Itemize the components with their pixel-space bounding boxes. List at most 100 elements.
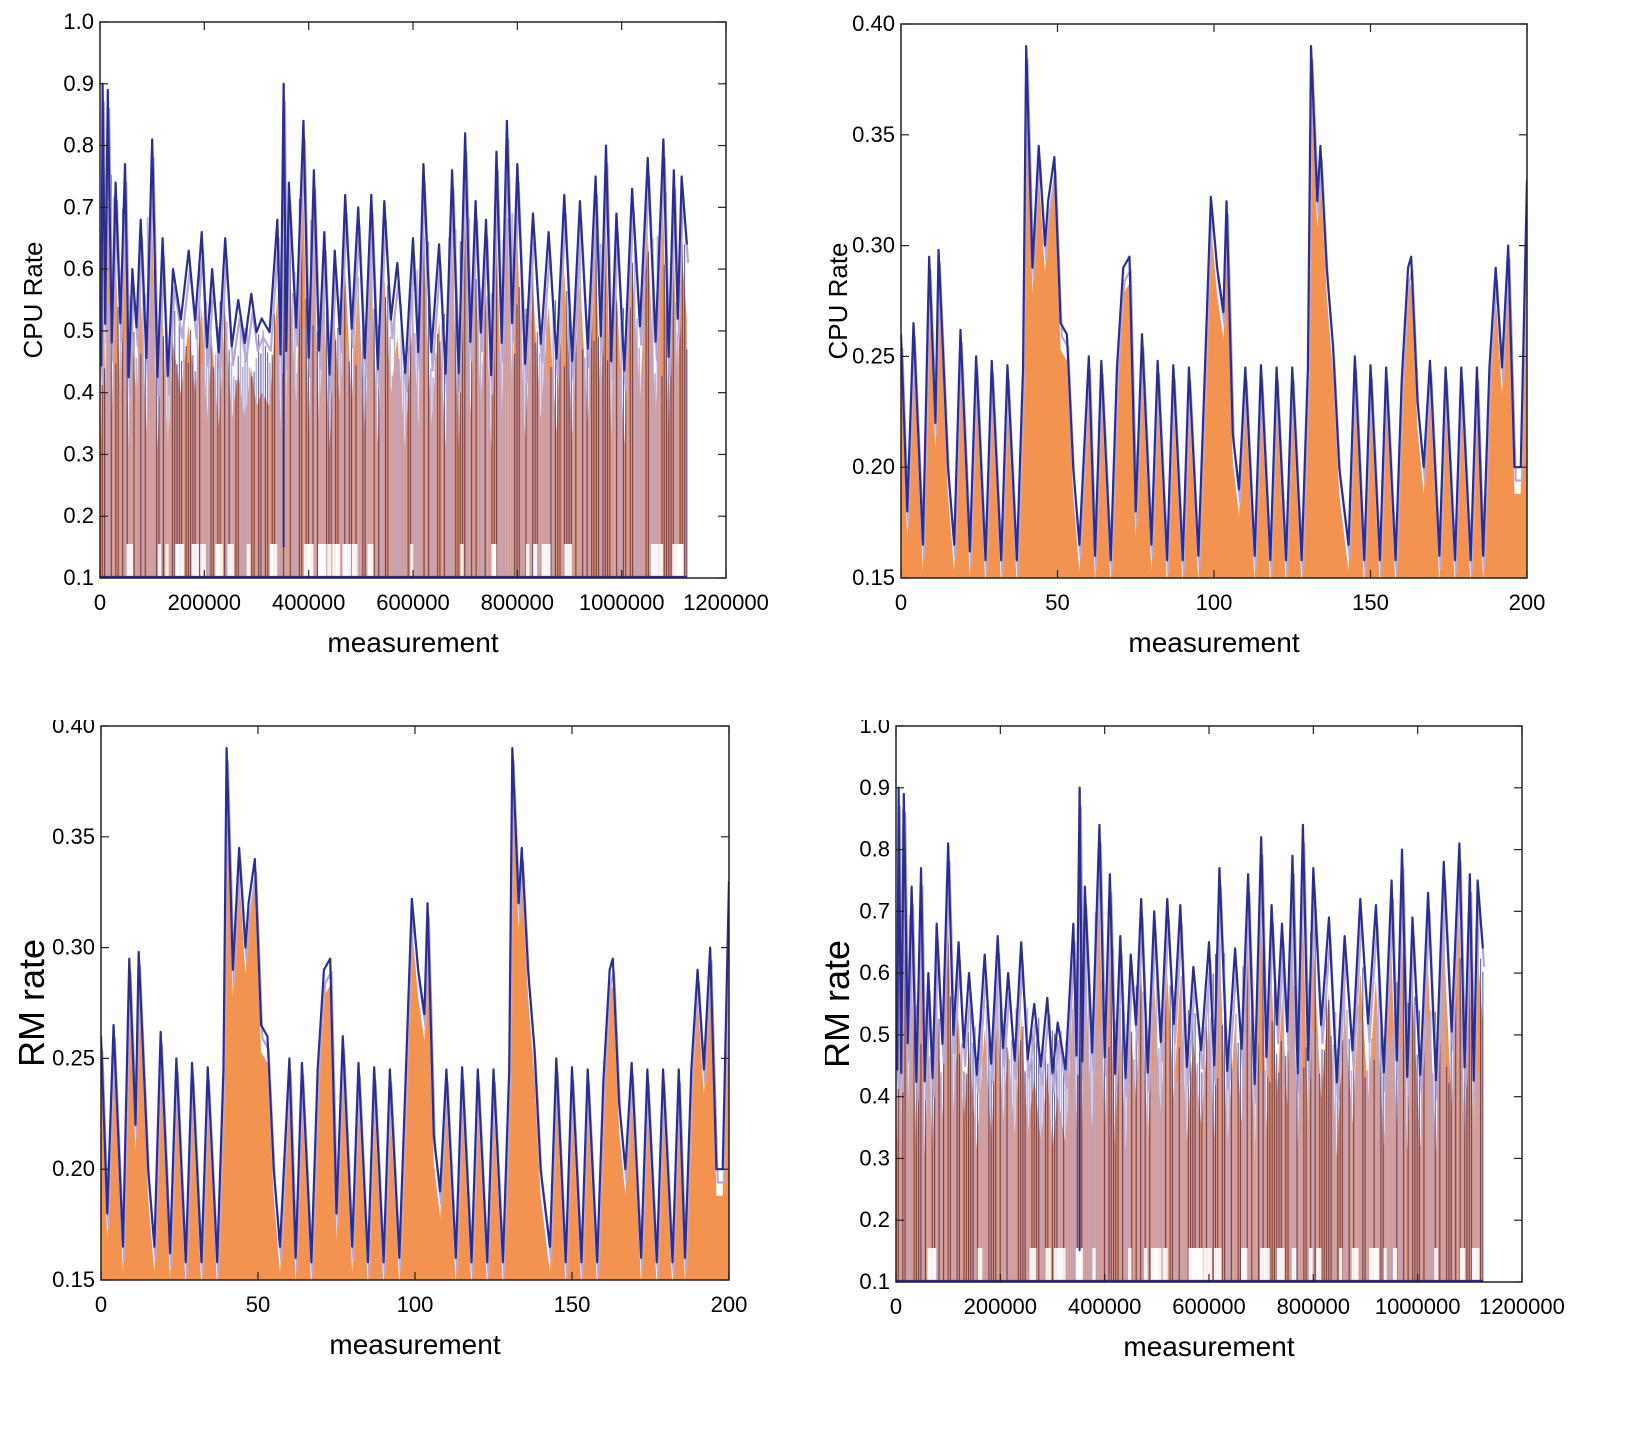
y-tick-label: 0.20 xyxy=(852,454,895,479)
plot-area xyxy=(896,786,1486,1282)
x-tick-label: 800000 xyxy=(1277,1294,1350,1319)
y-tick-label: 0.6 xyxy=(63,256,94,281)
x-tick-label: 100 xyxy=(397,1292,434,1317)
y-tick-label: 0.25 xyxy=(52,1045,95,1070)
gap-mark xyxy=(165,544,169,578)
x-tick-label: 0 xyxy=(95,1292,107,1317)
x-tick-label: 200000 xyxy=(168,590,241,615)
y-tick-label: 0.1 xyxy=(63,565,94,590)
gap-mark xyxy=(1154,1248,1162,1282)
x-tick-label: 1200000 xyxy=(683,590,769,615)
gap-mark xyxy=(927,1248,935,1282)
gap-mark xyxy=(677,544,684,578)
gap-mark xyxy=(541,544,548,578)
gap-mark xyxy=(1260,1248,1266,1282)
gap-mark xyxy=(303,544,310,578)
chart-svg: 0.15 0.20 0.25 0.30 0.35 0.40 0 50 100 150 200 meas… xyxy=(11,720,747,1360)
gap-mark xyxy=(1058,1248,1066,1282)
gap-mark xyxy=(1392,1248,1398,1282)
chart-panel-rm-short: 0.15 0.20 0.25 0.30 0.35 0.40 0 50 100 150 200 meas… xyxy=(0,720,825,1440)
x-tick-label: 0 xyxy=(890,1294,902,1319)
x-tick-label: 0 xyxy=(94,590,106,615)
gap-mark xyxy=(547,544,551,578)
y-tick-label: 0.25 xyxy=(852,343,895,368)
gap-mark xyxy=(1351,1248,1359,1282)
y-tick-label: 0.3 xyxy=(859,1145,890,1170)
series-filled-area xyxy=(101,774,729,1280)
y-tick-label: 0.8 xyxy=(859,837,890,862)
gap-mark xyxy=(1045,1248,1052,1282)
gap-mark xyxy=(492,544,496,578)
x-axis-label: measurement xyxy=(1123,1331,1294,1362)
y-tick-label: 0.15 xyxy=(852,565,895,590)
x-tick-label: 400000 xyxy=(1068,1294,1141,1319)
x-tick-label: 150 xyxy=(1352,590,1389,615)
gap-mark xyxy=(351,544,358,578)
y-axis-label: RM rate xyxy=(11,939,52,1067)
y-tick-label: 0.3 xyxy=(63,441,94,466)
y-tick-label: 0.30 xyxy=(52,935,95,960)
y-tick-label: 0.35 xyxy=(852,122,895,147)
gap-mark xyxy=(180,544,185,578)
y-tick-label: 0.5 xyxy=(63,318,94,343)
spike-group xyxy=(896,809,1484,1282)
gap-mark xyxy=(1053,1248,1060,1282)
y-tick-label: 0.20 xyxy=(52,1156,95,1181)
gap-mark xyxy=(410,544,414,578)
gap-mark xyxy=(650,544,659,578)
x-tick-label: 0 xyxy=(895,590,907,615)
gap-mark xyxy=(672,544,680,578)
x-axis-label: measurement xyxy=(327,627,498,658)
y-axis-label: CPU Rate xyxy=(825,242,853,359)
plot-area xyxy=(901,45,1527,578)
x-tick-label: 800000 xyxy=(481,590,554,615)
x-tick-label: 200 xyxy=(1509,590,1546,615)
x-tick-label: 400000 xyxy=(272,590,345,615)
gap-mark xyxy=(1195,1248,1203,1282)
series-filled-area xyxy=(901,72,1527,578)
gap-mark xyxy=(1213,1248,1222,1282)
gap-mark xyxy=(1434,1248,1438,1282)
y-tick-label: 0.7 xyxy=(859,898,890,923)
x-tick-label: 100 xyxy=(1196,590,1233,615)
gap-mark xyxy=(1471,1248,1480,1282)
gap-mark xyxy=(200,544,206,578)
gap-mark xyxy=(1309,1248,1313,1282)
gap-mark xyxy=(344,544,352,578)
gap-mark xyxy=(332,544,338,578)
gap-mark xyxy=(1092,1248,1096,1282)
x-axis-label: measurement xyxy=(1128,627,1299,658)
gap-mark xyxy=(564,544,572,578)
y-tick-label: 0.35 xyxy=(52,824,95,849)
y-axis-label: CPU Rate xyxy=(18,241,48,358)
y-tick-label: 0.1 xyxy=(859,1269,890,1294)
x-tick-label: 1000000 xyxy=(1375,1294,1461,1319)
chart-panel-cpu-long: 0.1 0.2 0.3 0.4 0.5 0.6 0.7 0.8 0.9 1.0 0 200000 400… xyxy=(0,0,825,720)
gap-mark xyxy=(270,544,278,578)
chart-svg: 0.1 0.2 0.3 0.4 0.5 0.6 0.7 0.8 0.9 1.0 0 200000 400… xyxy=(825,720,1565,1362)
chart-panel-rm-long: 0.1 0.2 0.3 0.4 0.5 0.6 0.7 0.8 0.9 1.0 0 200000 400… xyxy=(825,720,1650,1440)
gap-mark xyxy=(533,544,537,578)
gap-mark xyxy=(1316,1248,1322,1282)
gap-mark xyxy=(367,544,374,578)
gap-mark xyxy=(1207,1248,1212,1282)
gap-mark xyxy=(1075,1248,1082,1282)
x-tick-label: 150 xyxy=(554,1292,591,1317)
chart-svg: 0.1 0.2 0.3 0.4 0.5 0.6 0.7 0.8 0.9 1.0 0 200000 400… xyxy=(18,9,769,658)
gap-mark xyxy=(1291,1248,1297,1282)
gap-mark xyxy=(932,1248,937,1282)
x-tick-label: 50 xyxy=(1045,590,1069,615)
gap-mark xyxy=(1192,1248,1196,1282)
gap-mark xyxy=(1459,1248,1466,1282)
gap-mark xyxy=(227,544,234,578)
gap-mark xyxy=(1339,1248,1343,1282)
y-tick-label: 1.0 xyxy=(859,720,890,738)
x-tick-label: 200000 xyxy=(964,1294,1037,1319)
chart-svg: 0.15 0.20 0.25 0.30 0.35 0.40 0 50 100 150 200 meas… xyxy=(825,11,1546,658)
gap-mark xyxy=(157,544,162,578)
y-tick-label: 0.30 xyxy=(852,233,895,258)
gap-mark xyxy=(1162,1248,1168,1282)
gap-mark xyxy=(215,544,223,578)
series-line-observed xyxy=(101,747,729,1264)
y-tick-label: 0.9 xyxy=(859,775,890,800)
